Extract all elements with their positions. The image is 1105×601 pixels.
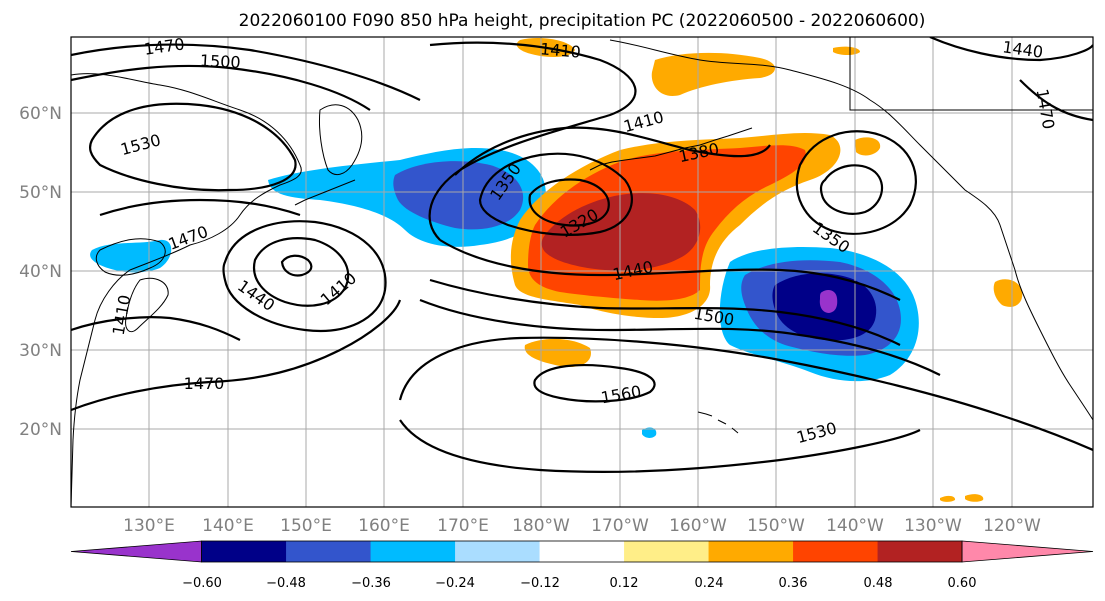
precip-positive-strong-central — [541, 193, 701, 271]
contour-1350-east-low — [795, 130, 917, 235]
colorbar-tick-label: −0.24 — [435, 576, 475, 591]
graticule — [71, 37, 1093, 507]
contour-1470-mid — [429, 278, 901, 346]
lat-label: 40°N — [19, 262, 62, 282]
precip-positive-weak-gulf — [855, 137, 881, 156]
contour-1440-west-low — [222, 220, 387, 332]
precip-positive-weak-mexico-2 — [965, 494, 984, 502]
coast-asia-east — [71, 73, 302, 507]
coastlines — [71, 37, 1093, 507]
colorbar-swatch — [624, 541, 710, 562]
lon-label: 150°E — [280, 516, 332, 536]
contour-1530-nw — [89, 102, 297, 192]
contour-1470-east — [1019, 79, 1093, 122]
contour-1410-north — [428, 41, 637, 241]
contour-1530-subtropic — [398, 336, 1093, 452]
coast-hawaii — [697, 411, 739, 434]
lon-label: 170°E — [437, 516, 489, 536]
precip-negative-extreme-nepacific — [819, 290, 838, 313]
lon-label: 140°W — [826, 516, 884, 536]
colorbar-swatch — [455, 541, 541, 562]
contour-1500-south — [71, 316, 241, 341]
contour-1470-west — [99, 198, 301, 217]
lon-label: 150°W — [747, 516, 805, 536]
colorbar-tick-label: 0.24 — [695, 576, 724, 591]
contour-label: 1470 — [184, 374, 225, 393]
colorbar-outline — [201, 540, 963, 563]
colorbar-tick-label: 0.48 — [864, 576, 893, 591]
map-title: 2022060100 F090 850 hPa height, precipit… — [239, 11, 926, 31]
colorbar-extend-min — [70, 540, 202, 563]
colorbar-swatch — [877, 541, 963, 562]
lon-label: 130°E — [123, 516, 175, 536]
map-frame — [70, 36, 1094, 508]
contour-1530-high — [399, 419, 921, 474]
colorbar-swatch — [201, 541, 287, 562]
colorbar-swatch — [708, 541, 794, 562]
map-panel: 1470 1500 1410 1440 1530 1410 1380 1350 … — [70, 34, 1094, 508]
colorbar-tick-label: 0.60 — [948, 576, 977, 591]
contour-1470-south — [71, 299, 402, 412]
contour-1470-nw — [71, 43, 421, 101]
precip-positive-weak-bering — [833, 46, 860, 55]
coast-kurils — [294, 179, 356, 206]
contour-1410-west-low — [252, 237, 350, 307]
contour-1500-nw — [71, 64, 371, 111]
lon-label: 160°W — [669, 516, 727, 536]
lon-label: 130°W — [904, 516, 962, 536]
contour-1380-east-low — [819, 164, 884, 215]
colorbar-tick-label: −0.60 — [182, 576, 222, 591]
contour-label: 1470 — [143, 34, 186, 58]
contour-1440-east — [929, 37, 1093, 62]
colorbar-swatch — [793, 541, 879, 562]
lat-label: 60°N — [19, 104, 62, 124]
contour-1350-low — [478, 152, 633, 236]
lat-label: 30°N — [19, 341, 62, 361]
contour-1560-high — [533, 364, 656, 403]
colorbar-swatch — [286, 541, 372, 562]
contour-1320-low — [528, 178, 610, 227]
colorbar-tick-label: −0.36 — [351, 576, 391, 591]
latitude-labels: 60°N 50°N 40°N 30°N 20°N — [19, 104, 62, 440]
lon-label: 140°E — [202, 516, 254, 536]
colorbar-swatch — [539, 541, 625, 562]
coast-japan — [95, 238, 169, 333]
longitude-labels: 130°E 140°E 150°E 160°E 170°E 180°W 170°… — [123, 516, 1041, 536]
contour-1500-mid — [419, 298, 941, 376]
coast-alaska — [609, 39, 1093, 421]
precip-negative-weak-japan — [90, 239, 172, 273]
contour-1410-inner — [280, 254, 313, 277]
coast-aleutians — [589, 127, 753, 171]
lon-label: 170°W — [591, 516, 649, 536]
lon-label: 160°E — [358, 516, 410, 536]
lon-label: 180°W — [512, 516, 570, 536]
colorbar — [70, 540, 1094, 563]
colorbar-tick-label: 0.12 — [610, 576, 639, 591]
lon-label: 120°W — [983, 516, 1041, 536]
coast-canada-border — [849, 37, 1093, 111]
lat-label: 20°N — [19, 420, 62, 440]
contour-1380-north — [454, 126, 771, 176]
colorbar-tick-label: −0.48 — [266, 576, 306, 591]
coast-kamchatka — [319, 104, 363, 176]
contour-label: 1500 — [199, 51, 241, 72]
precip-negative-weak-hawaii — [642, 427, 657, 438]
precip-positive-weak-mexico-1 — [940, 495, 956, 502]
colorbar-tick-label: −0.12 — [520, 576, 560, 591]
colorbar-swatch — [370, 541, 456, 562]
precip-positive-weak-california — [993, 279, 1023, 307]
contour-label: 1410 — [539, 39, 581, 61]
colorbar-tick-label: 0.36 — [779, 576, 808, 591]
colorbar-extend-max — [961, 540, 1094, 563]
lat-label: 50°N — [19, 183, 62, 203]
height-contours — [71, 37, 1093, 474]
colorbar-tick-labels: −0.60 −0.48 −0.36 −0.24 −0.12 0.12 0.24 … — [182, 576, 976, 591]
contour-1440-mid — [439, 239, 901, 301]
